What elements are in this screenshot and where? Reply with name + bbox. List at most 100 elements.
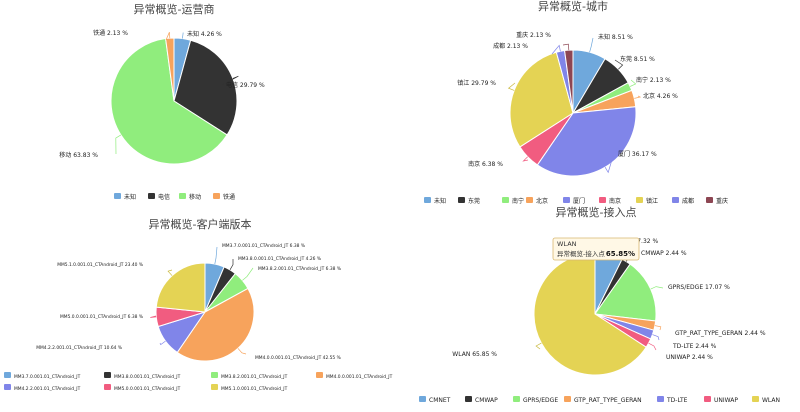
legend-swatch[interactable] [752, 396, 759, 402]
legend-swatch[interactable] [526, 197, 533, 203]
legend-swatch[interactable] [424, 197, 431, 203]
legend-item[interactable]: 电信 [158, 193, 170, 201]
leader-line [535, 342, 542, 350]
pie-slice[interactable] [165, 37, 175, 102]
legend-item[interactable]: 北京 [536, 197, 548, 205]
legend-swatch[interactable] [104, 372, 111, 378]
leader-line [507, 82, 516, 91]
legend-swatch[interactable] [502, 197, 509, 203]
legend-item[interactable]: 镇江 [646, 197, 658, 205]
leader-line [648, 342, 657, 351]
data-label: 电信 29.79 % [226, 81, 265, 89]
data-label: UNIWAP 2.44 % [666, 354, 713, 361]
data-label: MM4.2.2.001.01_CTAndroid_JT 10.64 % [36, 345, 122, 351]
pie-slice[interactable] [564, 49, 574, 114]
legend-swatch[interactable] [4, 372, 11, 378]
data-label: 厦门 36.17 % [618, 150, 657, 158]
pie-slice[interactable] [594, 263, 657, 322]
legend-swatch[interactable] [465, 396, 472, 402]
data-label: GPRS/EDGE 17.07 % [668, 284, 730, 291]
legend-item[interactable]: MM3.7.0.001.01_CTAndroid_JT [14, 374, 81, 380]
leader-line [167, 269, 173, 276]
data-label: 重庆 2.13 % [516, 31, 551, 39]
pie-slice[interactable] [176, 287, 255, 362]
leader-line [229, 259, 234, 270]
legend-item[interactable]: MM3.8.2.001.01_CTAndroid_JT [221, 374, 288, 380]
legend-swatch[interactable] [316, 372, 323, 378]
data-label: 北京 4.26 % [643, 92, 678, 100]
legend-item[interactable]: MM5.1.0.001.01_CTAndroid_JT [221, 386, 288, 392]
legend-swatch[interactable] [179, 193, 186, 199]
legend-swatch[interactable] [104, 384, 111, 390]
data-label: 成都 2.13 % [493, 42, 528, 50]
pie-slice[interactable] [536, 106, 637, 177]
data-label: 铁通 2.13 % [93, 29, 128, 37]
legend-item[interactable]: CMNET [429, 397, 451, 404]
legend-item[interactable]: 移动 [189, 193, 201, 201]
legend-swatch[interactable] [419, 396, 426, 402]
legend-item[interactable]: MM4.0.0.001.01_CTAndroid_JT [326, 374, 393, 380]
leader-line [650, 286, 664, 290]
legend-swatch[interactable] [564, 396, 571, 402]
leader-line [589, 37, 594, 53]
legend-swatch[interactable] [704, 396, 711, 402]
legend-item[interactable]: TD-LTE [666, 397, 688, 404]
legend-item[interactable]: 南京 [609, 197, 621, 205]
pie-slice[interactable] [155, 262, 206, 313]
leader-line [165, 32, 171, 41]
legend-swatch[interactable] [672, 197, 679, 203]
legend-item[interactable]: WLAN [762, 397, 780, 404]
legend-item[interactable]: GPRS/EDGE [523, 397, 558, 404]
legend-swatch[interactable] [458, 197, 465, 203]
legend-item[interactable]: 重庆 [716, 197, 728, 205]
chart-title: 异常概览-接入点 [556, 205, 637, 219]
leader-line [634, 95, 642, 99]
leader-line [237, 348, 247, 355]
legend-swatch[interactable] [4, 384, 11, 390]
legend-item[interactable]: GTP_RAT_TYPE_GERAN [574, 397, 642, 404]
legend-swatch[interactable] [114, 193, 121, 199]
chart-title: 异常概览-城市 [538, 0, 608, 13]
legend-item[interactable]: UNIWAP [714, 397, 738, 404]
chart-title: 异常概览-客户端版本 [149, 217, 252, 231]
pie-slice[interactable] [533, 252, 647, 376]
legend-swatch[interactable] [213, 193, 220, 199]
legend-item[interactable]: 成都 [682, 197, 694, 205]
legend-swatch[interactable] [599, 197, 606, 203]
pie-slice[interactable] [110, 37, 228, 165]
data-label: WLAN 65.85 % [452, 351, 497, 358]
legend-item[interactable]: 未知 [434, 197, 446, 205]
legend-swatch[interactable] [148, 193, 155, 199]
tooltip-series: WLAN [557, 240, 577, 248]
legend-swatch[interactable] [211, 384, 218, 390]
legend-item[interactable]: MM3.8.0.001.01_CTAndroid_JT [114, 374, 181, 380]
legend-swatch[interactable] [706, 197, 713, 203]
data-label: GTP_RAT_TYPE_GERAN 2.44 % [675, 330, 766, 337]
data-label: 南京 6.38 % [468, 160, 503, 168]
legend-swatch[interactable] [563, 197, 570, 203]
data-label: MM4.0.0.001.01_CTAndroid_JT 42.55 % [255, 355, 341, 361]
legend-item[interactable]: CMWAP [475, 397, 498, 404]
leader-line [522, 156, 529, 162]
legend-item[interactable]: 厦门 [573, 197, 585, 205]
legend-swatch[interactable] [636, 197, 643, 203]
data-label: 南宁 2.13 % [636, 76, 671, 84]
chart-client: 异常概览-客户端版本 MM3.7.0.001.01_CTAndroid_JT 6.… [4, 217, 393, 392]
legend-swatch[interactable] [513, 396, 520, 402]
legend-item[interactable]: 南宁 [512, 197, 524, 205]
legend-swatch[interactable] [657, 396, 664, 402]
data-label: 东莞 8.51 % [620, 55, 655, 63]
legend-item[interactable]: 铁通 [223, 193, 235, 201]
data-label: 镇江 29.79 % [457, 79, 496, 87]
legend-item[interactable]: MM4.2.2.001.01_CTAndroid_JT [14, 386, 81, 392]
legend-item[interactable]: 东莞 [468, 197, 480, 205]
leader-line [551, 44, 561, 55]
data-label: MM3.7.0.001.01_CTAndroid_JT 6.38 % [222, 243, 305, 249]
leader-line [654, 325, 662, 331]
legend-swatch[interactable] [211, 372, 218, 378]
legend-item[interactable]: MM5.0.0.001.01_CTAndroid_JT [114, 386, 181, 392]
legend-item[interactable]: 未知 [124, 193, 136, 201]
